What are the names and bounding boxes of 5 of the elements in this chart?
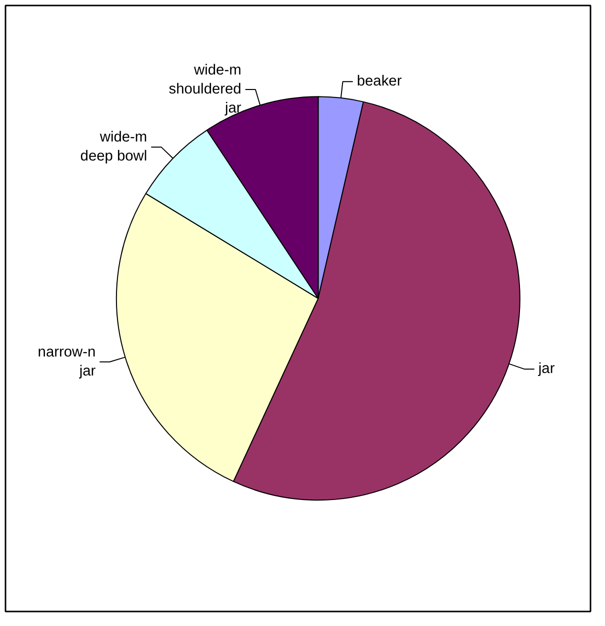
slice-label: jar (537, 361, 555, 378)
slice-label: wide-m shouldered jar (168, 62, 242, 117)
slice-label: wide-m deep bowl (80, 129, 148, 165)
slice-label: narrow-n jar (38, 344, 96, 380)
slice-label: beaker (356, 74, 402, 90)
